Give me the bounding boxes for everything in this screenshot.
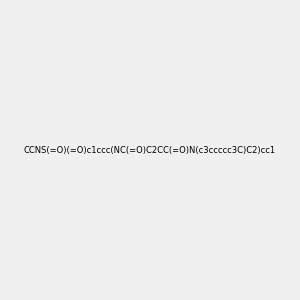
Text: CCNS(=O)(=O)c1ccc(NC(=O)C2CC(=O)N(c3ccccc3C)C2)cc1: CCNS(=O)(=O)c1ccc(NC(=O)C2CC(=O)N(c3cccc… <box>24 146 276 154</box>
